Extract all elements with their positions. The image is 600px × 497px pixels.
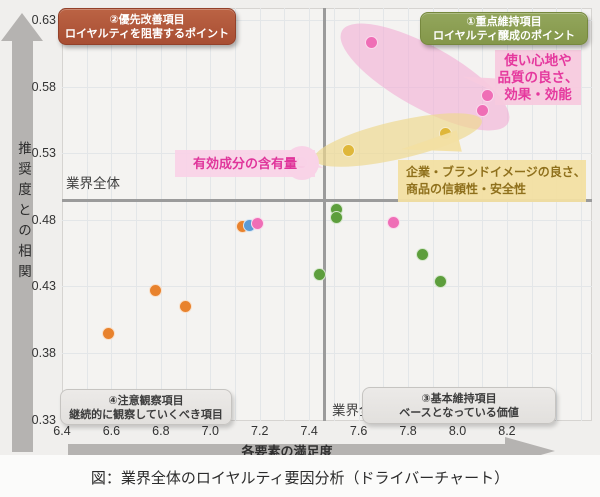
data-point-orange xyxy=(179,299,193,313)
annotation-line: 効果・効能 xyxy=(504,87,572,102)
data-point-green xyxy=(433,274,447,288)
quadrant-label-priority-improvement: ②優先改善項目 ロイヤルティを阻害するポイント xyxy=(58,8,236,45)
quadrant-label-key-maintain: ①重点維持項目 ロイヤルティ醸成のポイント xyxy=(420,12,588,45)
gridline-vertical xyxy=(408,8,410,421)
gridline-vertical xyxy=(581,8,583,421)
gridline-horizontal xyxy=(62,219,592,221)
quadrant-label-line2: ベースとなっている価値 xyxy=(399,407,519,419)
gridline-vertical xyxy=(556,8,558,421)
x-tick-label: 7.2 xyxy=(251,424,269,438)
industry-average-label-top: 業界全体 xyxy=(66,176,120,191)
data-point-pink xyxy=(250,217,264,231)
gridline-vertical xyxy=(309,8,311,421)
annotation-line: 企業・ブランドイメージの良さ、 xyxy=(406,165,586,179)
gridline-vertical xyxy=(432,8,434,421)
data-point-orange xyxy=(149,283,163,297)
y-tick-label: 0.43 xyxy=(31,279,56,294)
gridline-vertical xyxy=(482,8,484,421)
figure-caption: 図：業界全体のロイヤルティ要因分析（ドライバーチャート） xyxy=(90,470,510,487)
x-tick-label: 8.2 xyxy=(498,424,516,438)
quadrant-label-watch: ④注意観察項目 継続的に観察していくべき項目 xyxy=(60,389,232,425)
gridline-vertical xyxy=(358,8,360,421)
annotation-line: 有効成分の含有量 xyxy=(192,156,297,171)
gridline-vertical xyxy=(86,8,88,421)
x-tick-label: 8.0 xyxy=(448,424,467,438)
gridline-vertical xyxy=(136,8,138,421)
gridline-horizontal xyxy=(62,86,592,88)
y-tick-label: 0.33 xyxy=(31,412,56,427)
quadrant-label-line2: 継続的に観察していくべき項目 xyxy=(69,409,223,421)
gridline-vertical xyxy=(284,8,286,421)
figure-caption-area: 図：業界全体のロイヤルティ要因分析（ドライバーチャート） xyxy=(0,455,600,497)
x-tick-label: 6.8 xyxy=(152,424,170,438)
annotation-usability: 使い心地や 品質の良さ、 効果・効能 xyxy=(495,50,581,105)
quadrant-label-base-value: ③基本維持項目 ベースとなっている価値 xyxy=(362,387,556,424)
y-tick-label: 0.63 xyxy=(31,13,56,27)
data-point-pink xyxy=(475,104,489,118)
annotation-active-ingredient: 有効成分の含有量 xyxy=(175,150,315,177)
x-tick-label: 7.8 xyxy=(399,424,417,438)
data-point-green xyxy=(416,247,430,261)
gridline-vertical xyxy=(210,8,212,421)
quadrant-label-line1: ①重点維持項目 xyxy=(466,16,542,28)
quadrant-label-line2: ロイヤルティを阻害するポイント xyxy=(64,28,229,40)
annotation-line: 使い心地や xyxy=(504,53,572,68)
gridline-vertical xyxy=(457,8,459,421)
x-tick-label: 7.6 xyxy=(349,424,368,438)
quadrant-label-line2: ロイヤルティ醸成のポイント xyxy=(432,30,575,42)
gridline-vertical xyxy=(383,8,385,421)
x-tick-label: 7.4 xyxy=(300,424,318,438)
gridline-vertical xyxy=(111,8,113,421)
gridline-horizontal xyxy=(62,286,592,288)
x-tick-label: 6.4 xyxy=(53,424,71,438)
y-axis-arrow-up-icon xyxy=(1,13,43,41)
gridline-vertical xyxy=(185,8,187,421)
data-point-green xyxy=(329,210,343,224)
gridline-vertical xyxy=(531,8,533,421)
y-tick-label: 0.53 xyxy=(31,146,56,161)
data-point-yellow xyxy=(438,126,452,140)
y-tick-label: 0.48 xyxy=(31,212,56,227)
data-point-yellow xyxy=(342,144,356,158)
gridline-horizontal xyxy=(62,353,592,354)
gridline-vertical xyxy=(160,8,162,421)
y-tick-label: 0.58 xyxy=(31,79,56,94)
data-point-pink xyxy=(364,36,378,50)
industry-average-vline xyxy=(323,8,327,421)
gridline-vertical xyxy=(235,8,237,421)
data-point-green xyxy=(312,267,326,281)
y-axis-arrow-bar xyxy=(12,40,33,452)
data-point-orange xyxy=(102,326,116,340)
annotation-line: 商品の信頼性・安全性 xyxy=(406,182,527,196)
annotation-brand-image: 企業・ブランドイメージの良さ、 商品の信頼性・安全性 xyxy=(398,160,586,202)
y-axis-title: 推奨度との相関 xyxy=(16,141,31,285)
gridline-vertical xyxy=(506,8,508,421)
y-tick-label: 0.38 xyxy=(31,346,56,360)
gridline-horizontal xyxy=(62,20,592,21)
industry-average-hline xyxy=(62,198,592,202)
quadrant-label-line1: ④注意観察項目 xyxy=(108,395,184,407)
x-tick-label: 7.0 xyxy=(201,424,219,438)
quadrant-label-line1: ③基本維持項目 xyxy=(421,393,497,405)
quadrant-label-line1: ②優先改善項目 xyxy=(109,14,185,26)
data-point-pink xyxy=(480,89,494,103)
data-point-pink xyxy=(386,215,400,229)
x-tick-label: 6.6 xyxy=(102,424,121,438)
gridline-vertical xyxy=(259,8,261,421)
annotation-line: 品質の良さ、 xyxy=(497,70,579,85)
